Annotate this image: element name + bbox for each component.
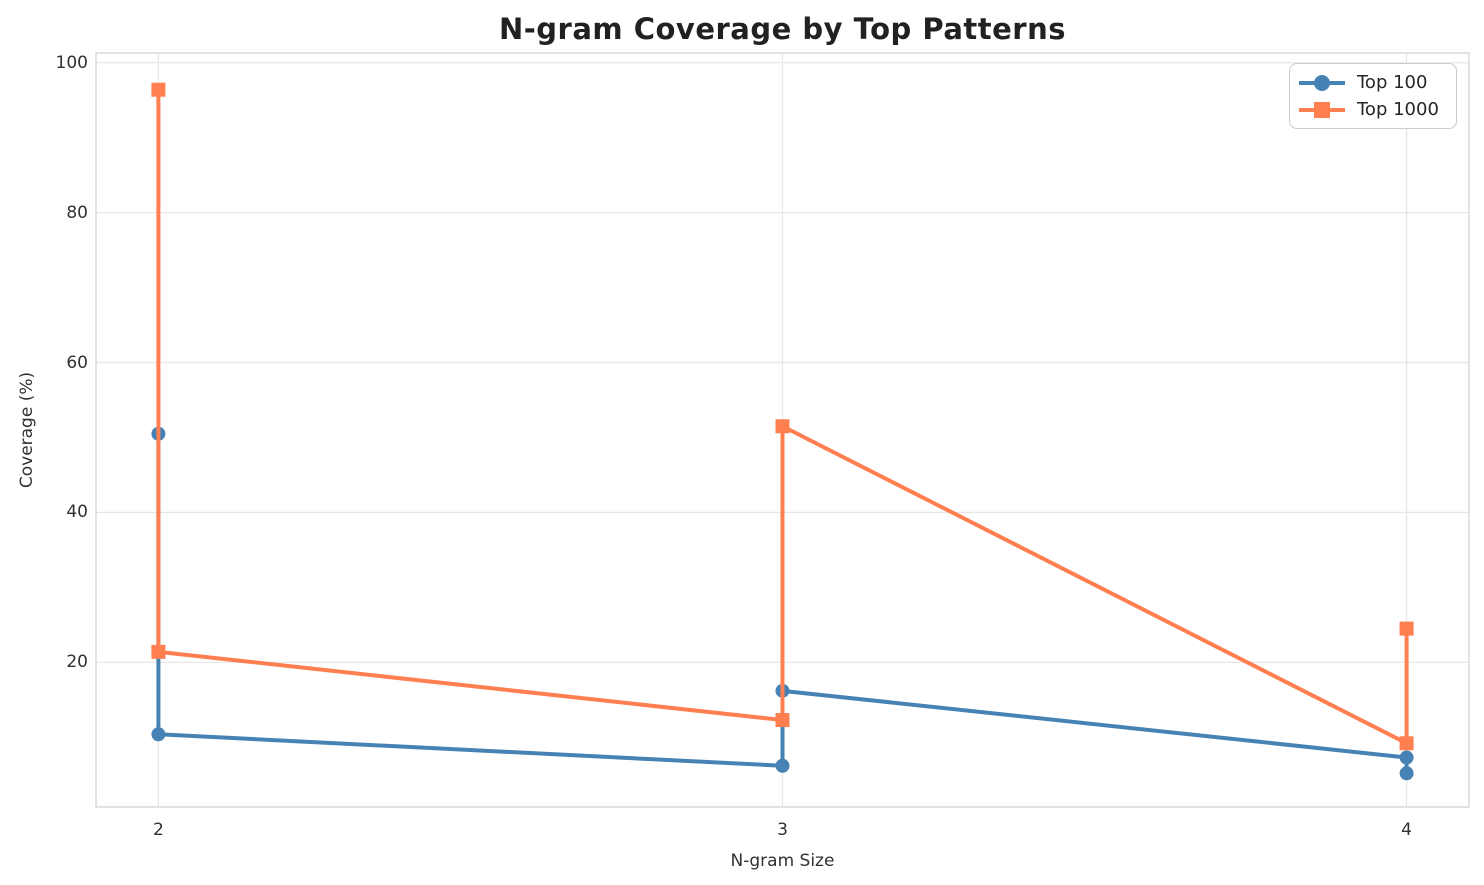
legend-item-top-1000: Top 1000 xyxy=(1298,99,1448,120)
x-tick-label: 4 xyxy=(1401,820,1412,840)
y-tick-label: 100 xyxy=(55,52,88,73)
data-point-square xyxy=(1399,621,1414,636)
series-line-top-1000 xyxy=(156,89,1409,746)
data-point-circle xyxy=(151,727,166,742)
x-tick-label: 3 xyxy=(777,820,788,840)
y-tick-label: 60 xyxy=(66,352,88,373)
x-tick-label: 2 xyxy=(152,820,164,840)
legend: Top 100 Top 1000 xyxy=(1289,63,1457,129)
y-tick-label: 40 xyxy=(66,502,88,523)
data-point-square xyxy=(1399,736,1414,751)
data-point-circle xyxy=(1399,750,1414,765)
legend-item-top-100: Top 100 xyxy=(1298,72,1448,93)
data-point-circle xyxy=(1399,766,1414,781)
x-axis-label: N-gram Size xyxy=(730,851,835,871)
data-point-square xyxy=(151,644,166,659)
chart-title: N-gram Coverage by Top Patterns xyxy=(498,12,1067,46)
data-point-square xyxy=(775,713,790,728)
data-point-circle xyxy=(775,758,790,773)
legend-line-square-icon xyxy=(1299,101,1345,118)
data-point-square xyxy=(775,419,790,434)
legend-line-circle-icon xyxy=(1299,74,1345,91)
data-point-square xyxy=(151,82,166,97)
legend-label: Top 1000 xyxy=(1357,99,1439,120)
plot-spines xyxy=(95,52,1470,808)
y-tick-label: 20 xyxy=(66,652,88,673)
legend-label: Top 100 xyxy=(1357,72,1428,93)
y-axis-label: Coverage (%) xyxy=(17,371,37,489)
y-tick-label: 80 xyxy=(66,202,88,223)
